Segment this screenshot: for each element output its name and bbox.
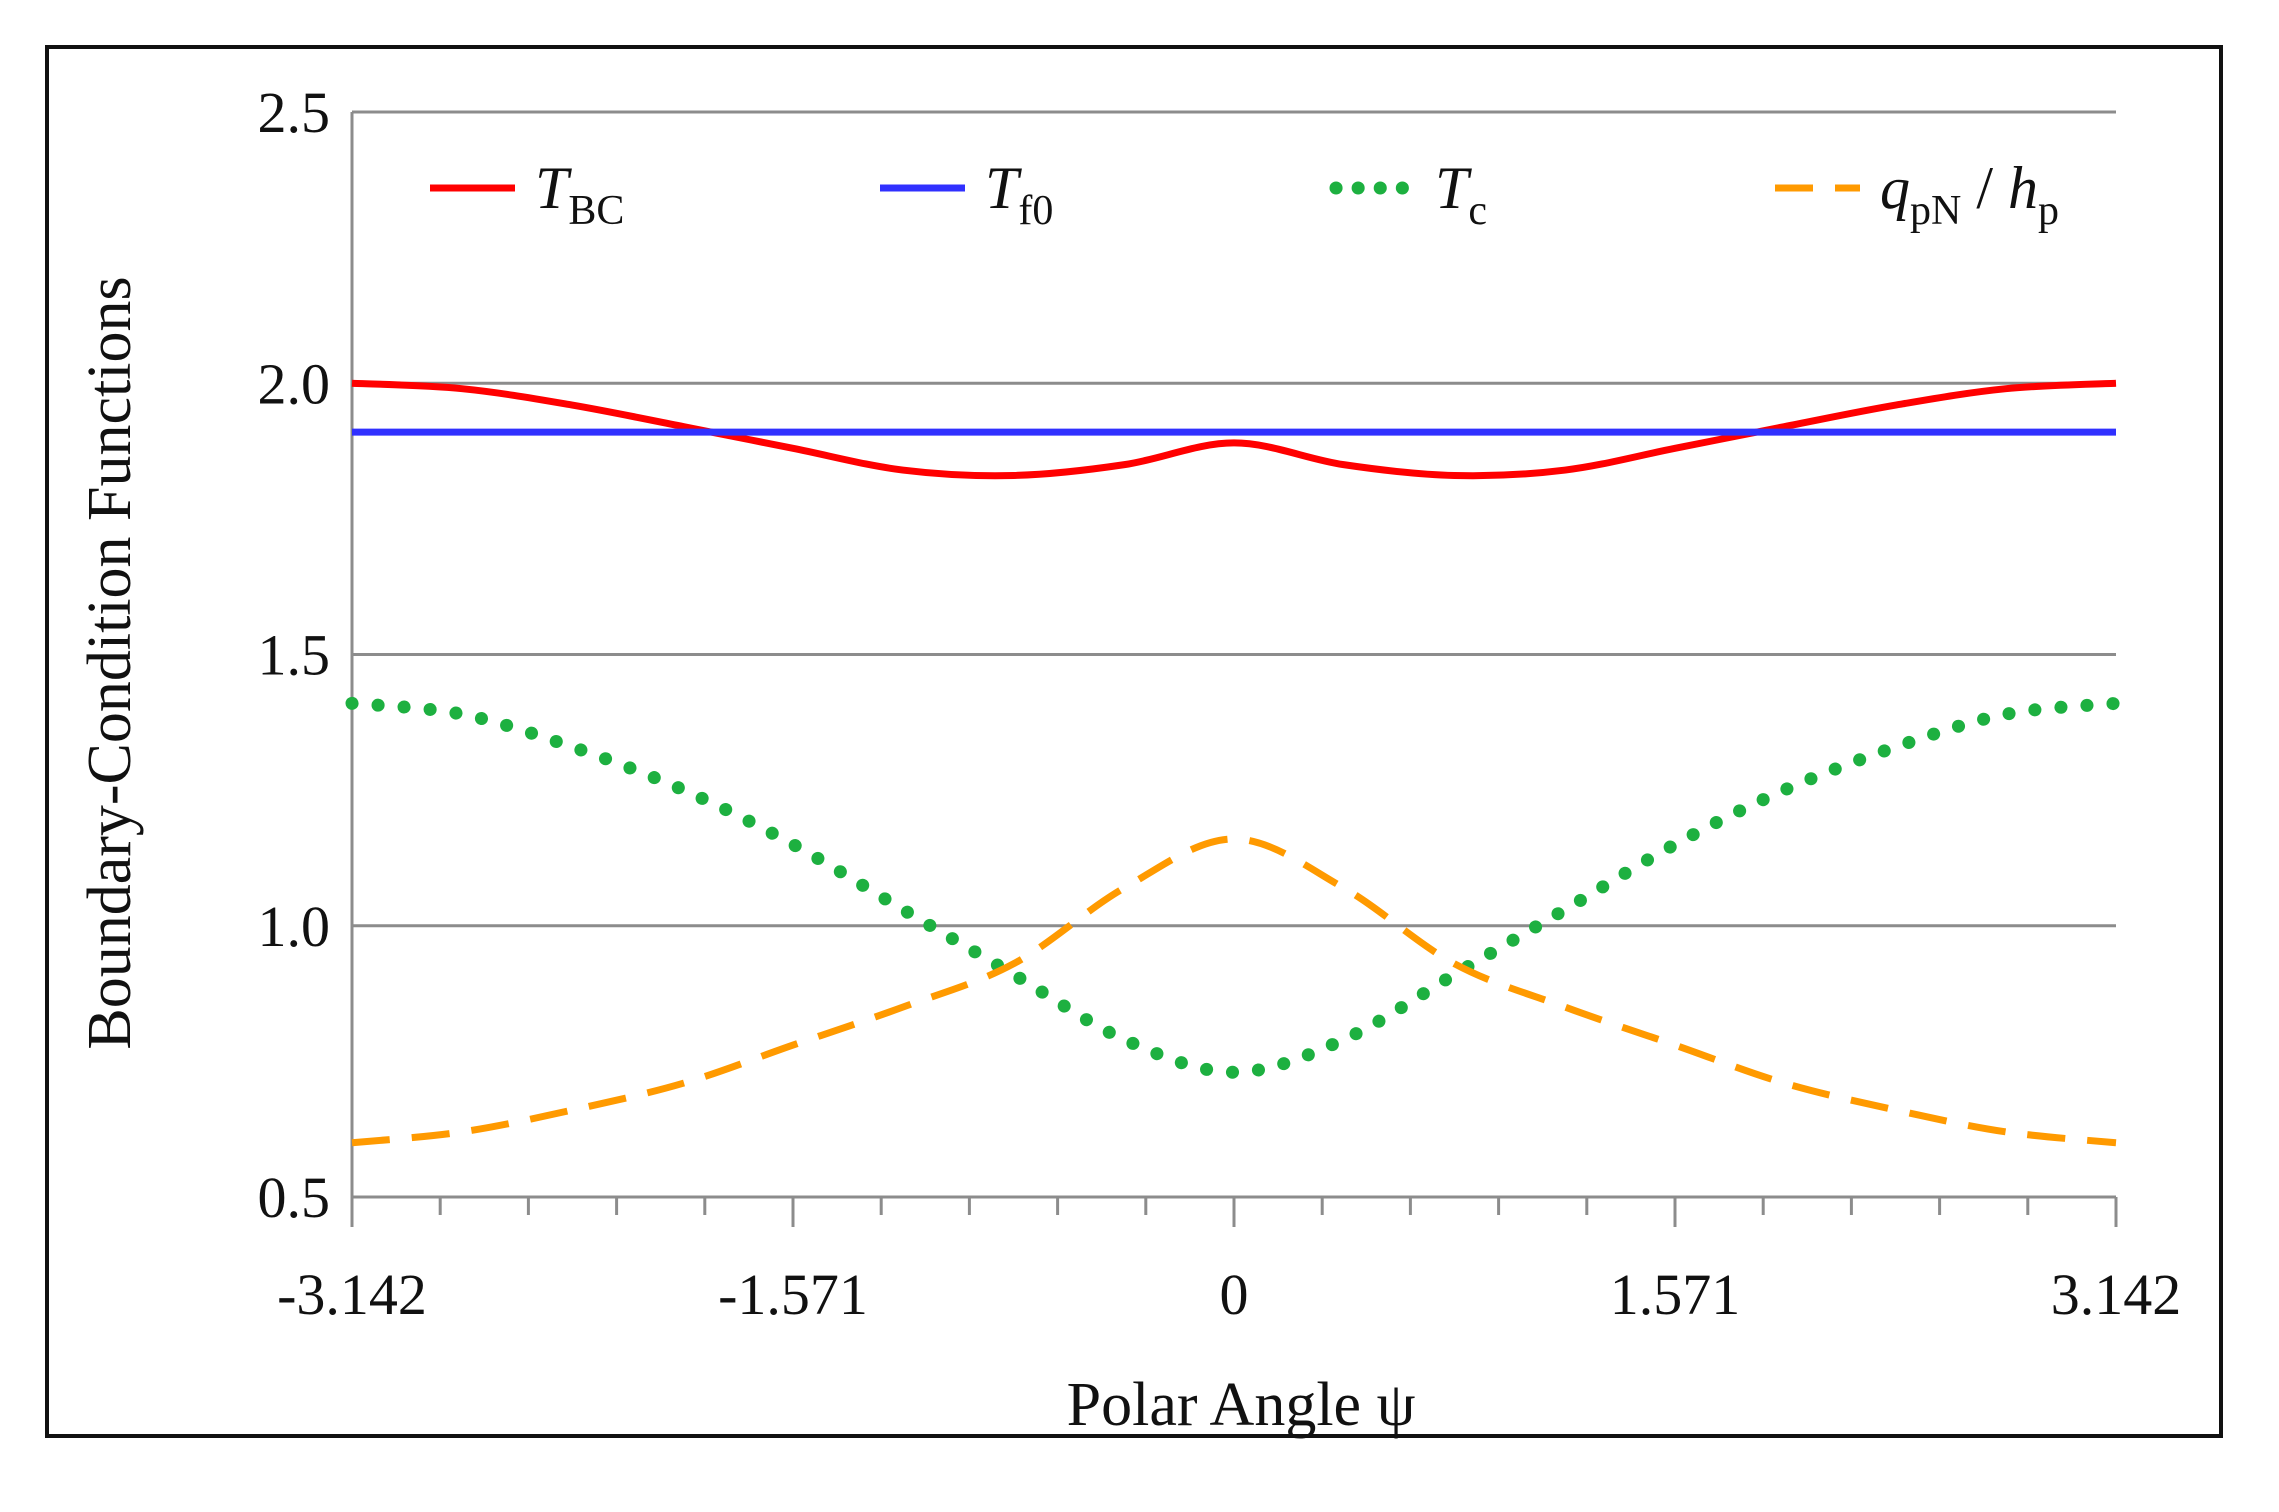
y-tick-label: 1.0	[258, 894, 331, 959]
series-line-t-bc	[351, 379, 2117, 480]
x-tick-label: -1.571	[718, 1262, 868, 1327]
series-lines	[345, 379, 2123, 1147]
legend-label: TBC	[535, 155, 624, 234]
x-tick-label: 0	[1220, 1262, 1249, 1327]
x-tick-label: 3.142	[2051, 1262, 2182, 1327]
y-tick-label: 2.0	[258, 351, 331, 416]
legend-label-sub: pN	[1910, 188, 1961, 234]
x-tick-label: 1.571	[1610, 1262, 1741, 1327]
legend-label: Tf0	[985, 155, 1053, 234]
y-tick-label: 2.5	[258, 80, 331, 145]
legend-label-sub: BC	[568, 188, 624, 234]
legend-label-main2: h	[2008, 155, 2038, 221]
legend-label: Tc	[1435, 155, 1487, 234]
grid-lines	[352, 110, 2116, 1199]
legend-label: qpN / hp	[1880, 155, 2059, 234]
legend: TBC Tf0 Tc qpN / hp	[430, 155, 2059, 234]
y-axis-title: Boundary-Condition Functions	[76, 276, 144, 1049]
legend-label-main: T	[535, 155, 572, 221]
axes: 0.5 1.0 1.5 2.0 2.5 -3.142 -1.571 0 1.571 3.142	[258, 80, 2182, 1327]
legend-label-sub: c	[1468, 188, 1487, 234]
legend-label-main: q	[1880, 155, 1910, 221]
legend-label-sub2: p	[2038, 188, 2059, 234]
series-line-t-c	[345, 696, 2123, 1079]
legend-label-sub: f0	[1018, 188, 1053, 234]
legend-label-main: T	[1435, 155, 1472, 221]
x-tick-label: -3.142	[277, 1262, 427, 1327]
x-axis-title: Polar Angle ψ	[1067, 1371, 1416, 1439]
chart-frame	[45, 45, 2223, 1438]
y-tick-label: 0.5	[258, 1165, 331, 1230]
legend-label-main: T	[985, 155, 1022, 221]
y-tick-label: 1.5	[258, 623, 331, 688]
series-line-q-pn-h-p	[351, 835, 2117, 1147]
legend-label-sep: /	[1961, 155, 2008, 221]
